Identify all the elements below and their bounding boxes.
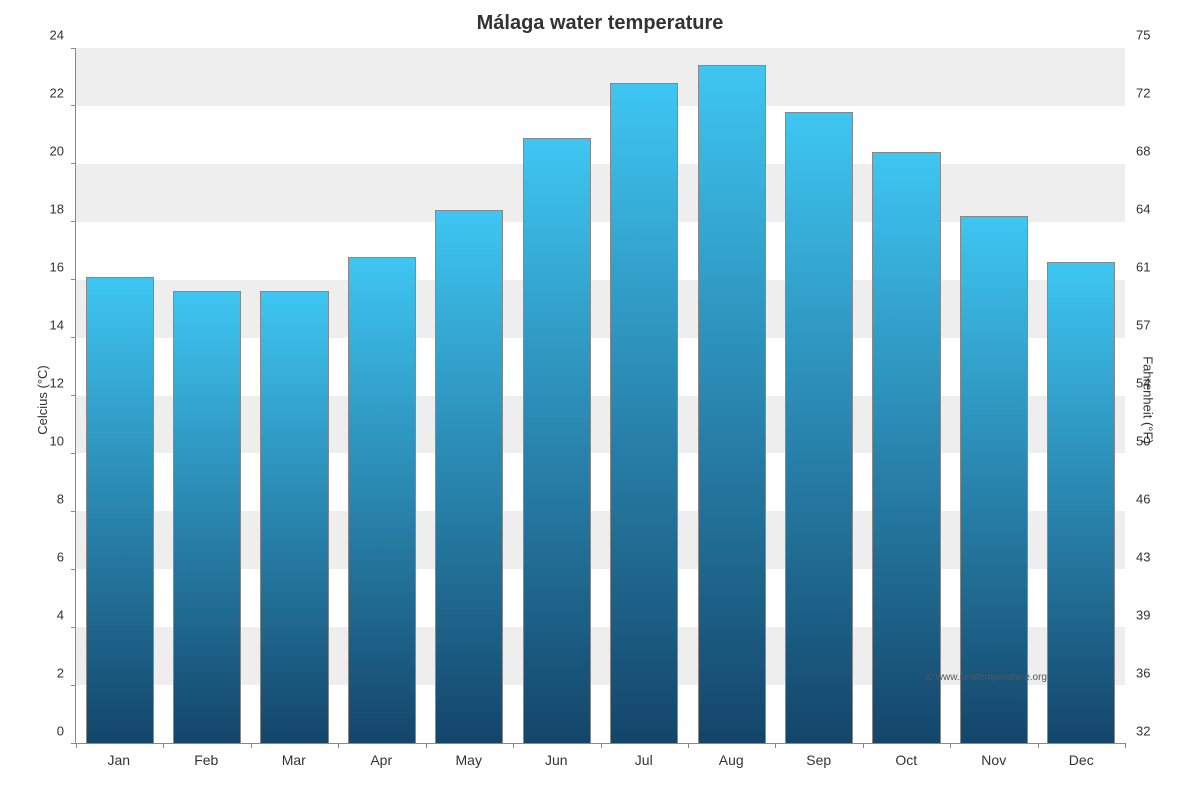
bar-oct	[872, 152, 940, 743]
y-left-tick-label: 4	[57, 609, 64, 622]
y-left-tick-label: 24	[50, 29, 64, 42]
y-left-tick-label: 6	[57, 551, 64, 564]
x-axis-label: Apr	[338, 752, 426, 768]
y-right-tick-label: 54	[1136, 377, 1150, 390]
bar-slot	[163, 48, 250, 743]
y-axis-left-ticks: 024681012141618202224	[10, 48, 70, 744]
x-axis-label: Jun	[513, 752, 601, 768]
x-tick-mark	[513, 743, 514, 748]
y-right-tick-label: 50	[1136, 435, 1150, 448]
bar-slot	[426, 48, 513, 743]
bar-may	[435, 210, 503, 743]
bar-feb	[173, 291, 241, 743]
bar-apr	[348, 257, 416, 744]
x-axis-label: Sep	[775, 752, 863, 768]
y-right-tick-label: 61	[1136, 261, 1150, 274]
y-right-tick-label: 75	[1136, 29, 1150, 42]
x-tick-mark	[775, 743, 776, 748]
y-left-tick-label: 10	[50, 435, 64, 448]
bar-sep	[785, 112, 853, 743]
x-axis-label: Dec	[1038, 752, 1126, 768]
y-right-tick-label: 36	[1136, 667, 1150, 680]
y-left-tick-label: 8	[57, 493, 64, 506]
x-axis-label: May	[425, 752, 513, 768]
bar-jun	[523, 138, 591, 743]
y-left-tick-label: 16	[50, 261, 64, 274]
bar-slot	[601, 48, 688, 743]
bar-slot	[950, 48, 1037, 743]
y-left-tick-label: 0	[57, 725, 64, 738]
bar-nov	[960, 216, 1028, 743]
x-tick-mark	[950, 743, 951, 748]
y-right-tick-label: 68	[1136, 145, 1150, 158]
y-left-tick-label: 2	[57, 667, 64, 680]
x-axis-label: Nov	[950, 752, 1038, 768]
y-right-tick-label: 43	[1136, 551, 1150, 564]
x-axis-label: Feb	[163, 752, 251, 768]
x-axis-label: Mar	[250, 752, 338, 768]
y-right-tick-label: 57	[1136, 319, 1150, 332]
x-tick-mark	[601, 743, 602, 748]
credit-text: © www.seatemperature.org	[926, 672, 1047, 683]
y-right-tick-label: 46	[1136, 493, 1150, 506]
x-axis-labels: JanFebMarAprMayJunJulAugSepOctNovDec	[75, 752, 1125, 768]
bar-series	[76, 48, 1125, 743]
bar-dec	[1047, 262, 1115, 743]
x-axis-label: Aug	[688, 752, 776, 768]
bar-jan	[86, 277, 154, 743]
y-right-tick-label: 39	[1136, 609, 1150, 622]
y-left-tick-label: 14	[50, 319, 64, 332]
x-tick-mark	[688, 743, 689, 748]
x-axis-label: Jan	[75, 752, 163, 768]
x-tick-mark	[1125, 743, 1126, 748]
plot-area: © www.seatemperature.org	[75, 48, 1125, 744]
bar-mar	[260, 291, 328, 743]
y-axis-right-ticks: 32363943465054576164687275	[1130, 48, 1190, 744]
y-right-tick-label: 64	[1136, 203, 1150, 216]
bar-slot	[338, 48, 425, 743]
x-tick-mark	[251, 743, 252, 748]
bar-slot	[513, 48, 600, 743]
bar-jul	[610, 83, 678, 743]
y-right-tick-label: 32	[1136, 725, 1150, 738]
x-axis-label: Jul	[600, 752, 688, 768]
x-tick-mark	[1038, 743, 1039, 748]
bar-slot	[688, 48, 775, 743]
y-left-tick-label: 22	[50, 87, 64, 100]
bar-aug	[698, 65, 766, 743]
chart-title: Málaga water temperature	[0, 12, 1200, 35]
x-tick-mark	[426, 743, 427, 748]
x-tick-mark	[163, 743, 164, 748]
bar-slot	[76, 48, 163, 743]
bar-slot	[1038, 48, 1125, 743]
bar-slot	[863, 48, 950, 743]
x-tick-mark	[338, 743, 339, 748]
y-left-tick-label: 12	[50, 377, 64, 390]
x-axis-label: Oct	[863, 752, 951, 768]
x-tick-mark	[863, 743, 864, 748]
bar-slot	[775, 48, 862, 743]
y-right-tick-label: 72	[1136, 87, 1150, 100]
y-left-tick-label: 18	[50, 203, 64, 216]
bar-slot	[251, 48, 338, 743]
y-left-tick-label: 20	[50, 145, 64, 158]
water-temperature-chart: Málaga water temperature Celcius (°C) Fa…	[0, 0, 1200, 800]
x-tick-mark	[76, 743, 77, 748]
